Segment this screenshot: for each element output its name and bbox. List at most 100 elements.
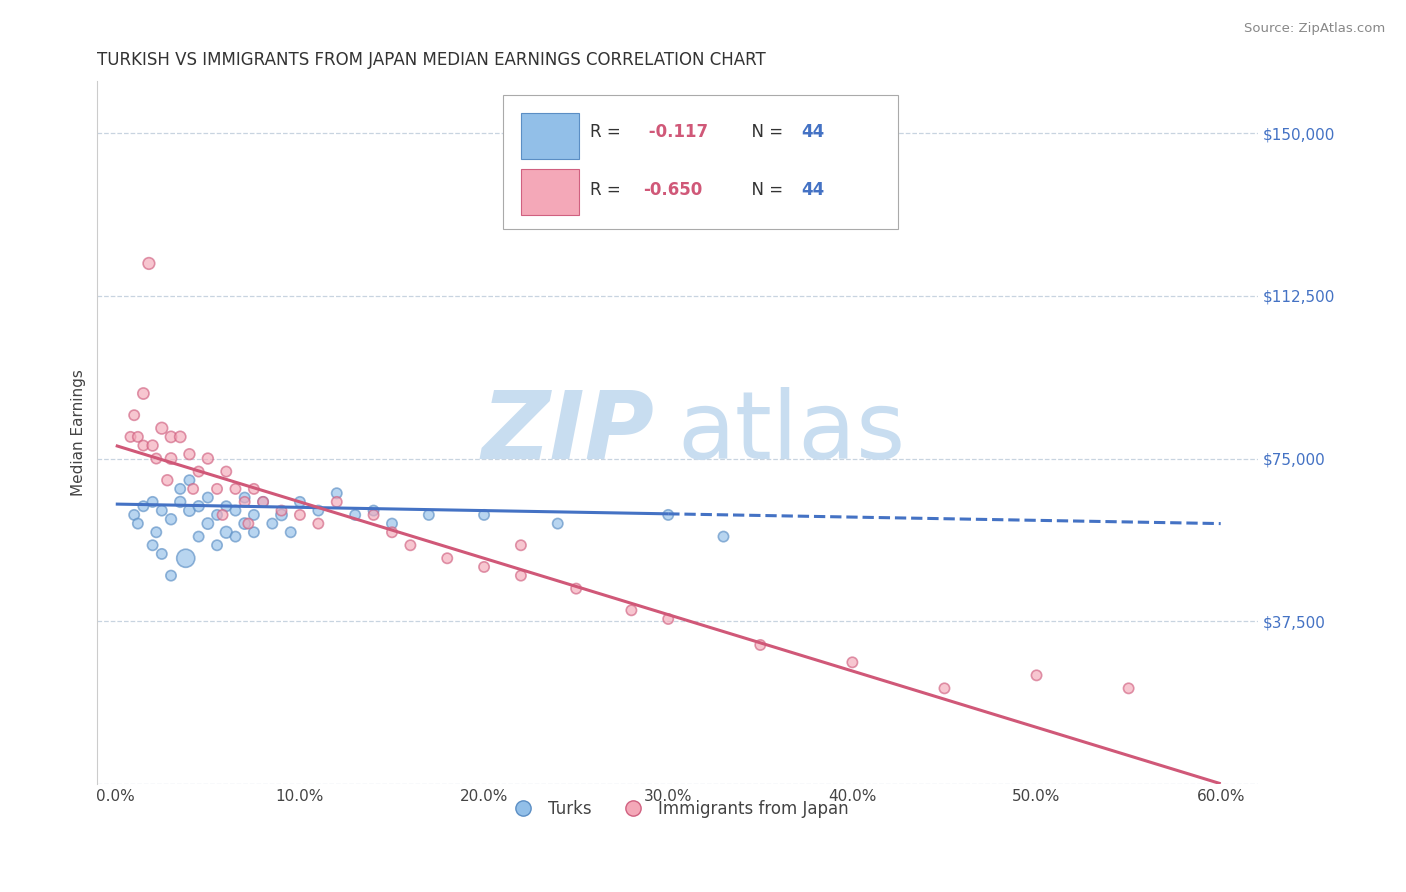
Legend: Turks, Immigrants from Japan: Turks, Immigrants from Japan — [499, 793, 855, 824]
Point — [174, 551, 197, 566]
Point — [197, 451, 219, 466]
Point — [142, 538, 165, 552]
Point — [142, 495, 165, 509]
Point — [363, 508, 385, 522]
Point — [233, 491, 256, 505]
Point — [179, 447, 201, 461]
Point — [169, 495, 191, 509]
Text: Source: ZipAtlas.com: Source: ZipAtlas.com — [1244, 22, 1385, 36]
Point — [233, 495, 256, 509]
Point — [187, 530, 209, 544]
Point — [187, 465, 209, 479]
Point — [472, 508, 495, 522]
Point — [156, 473, 179, 487]
Point — [547, 516, 569, 531]
Point — [620, 603, 643, 617]
Point — [252, 495, 274, 509]
Point — [122, 508, 145, 522]
Text: 44: 44 — [801, 181, 825, 199]
Point — [934, 681, 956, 696]
Point — [215, 500, 238, 514]
Point — [179, 473, 201, 487]
Text: TURKISH VS IMMIGRANTS FROM JAPAN MEDIAN EARNINGS CORRELATION CHART: TURKISH VS IMMIGRANTS FROM JAPAN MEDIAN … — [97, 51, 766, 69]
Text: N =: N = — [741, 181, 789, 199]
Point — [381, 516, 404, 531]
Point — [132, 438, 155, 452]
FancyBboxPatch shape — [520, 169, 579, 215]
Point — [122, 408, 145, 422]
Point — [252, 495, 274, 509]
Point — [233, 516, 256, 531]
Point — [565, 582, 588, 596]
Point — [160, 451, 183, 466]
Point — [205, 508, 228, 522]
Point — [1118, 681, 1140, 696]
Point — [132, 386, 155, 401]
Point — [127, 430, 149, 444]
Point — [169, 430, 191, 444]
Text: R =: R = — [591, 181, 627, 199]
Point — [509, 538, 531, 552]
FancyBboxPatch shape — [520, 113, 579, 159]
Text: -0.117: -0.117 — [643, 123, 707, 141]
Point — [169, 482, 191, 496]
Text: atlas: atlas — [678, 386, 905, 478]
Text: 44: 44 — [801, 123, 825, 141]
Point — [288, 508, 311, 522]
FancyBboxPatch shape — [503, 95, 898, 229]
Point — [713, 530, 735, 544]
Point — [270, 503, 292, 517]
Point — [132, 500, 155, 514]
Point — [211, 508, 233, 522]
Point — [160, 430, 183, 444]
Point — [150, 503, 173, 517]
Point — [326, 495, 349, 509]
Point — [120, 430, 142, 444]
Point — [145, 451, 167, 466]
Point — [224, 530, 246, 544]
Point — [197, 516, 219, 531]
Point — [307, 516, 329, 531]
Point — [181, 482, 204, 496]
Point — [363, 503, 385, 517]
Point — [1025, 668, 1047, 682]
Point — [262, 516, 284, 531]
Text: N =: N = — [741, 123, 789, 141]
Point — [197, 491, 219, 505]
Text: -0.650: -0.650 — [643, 181, 702, 199]
Point — [224, 482, 246, 496]
Point — [150, 421, 173, 435]
Point — [138, 256, 160, 270]
Point — [160, 512, 183, 526]
Point — [344, 508, 367, 522]
Point — [179, 503, 201, 517]
Point — [224, 503, 246, 517]
Text: R =: R = — [591, 123, 627, 141]
Point — [160, 568, 183, 582]
Point — [270, 508, 292, 522]
Point — [205, 538, 228, 552]
Point — [243, 525, 266, 540]
Point — [243, 482, 266, 496]
Point — [381, 525, 404, 540]
Point — [187, 500, 209, 514]
Point — [145, 525, 167, 540]
Point — [841, 656, 863, 670]
Text: ZIP: ZIP — [481, 386, 654, 478]
Point — [288, 495, 311, 509]
Point — [238, 516, 260, 531]
Point — [399, 538, 422, 552]
Y-axis label: Median Earnings: Median Earnings — [72, 369, 86, 496]
Point — [326, 486, 349, 500]
Point — [215, 465, 238, 479]
Point — [243, 508, 266, 522]
Point — [418, 508, 440, 522]
Point — [657, 508, 679, 522]
Point — [127, 516, 149, 531]
Point — [150, 547, 173, 561]
Point — [307, 503, 329, 517]
Point — [509, 568, 531, 582]
Point — [749, 638, 772, 652]
Point — [436, 551, 458, 566]
Point — [205, 482, 228, 496]
